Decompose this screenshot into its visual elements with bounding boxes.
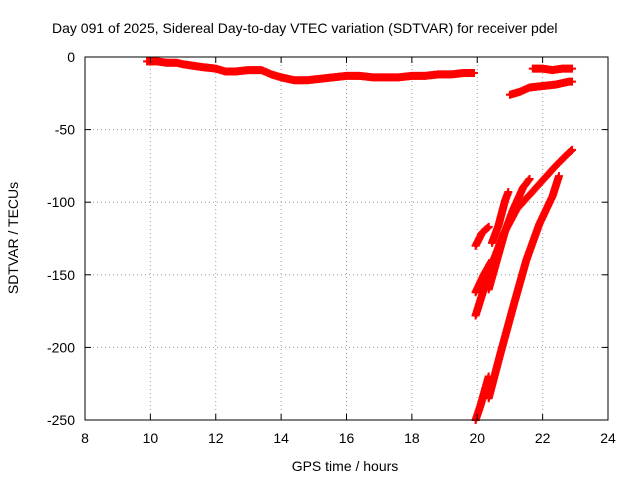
y-tick-label: -100	[47, 194, 75, 210]
series-6	[487, 188, 513, 247]
chart-title: Day 091 of 2025, Sidereal Day-to-day VTE…	[52, 20, 558, 36]
y-tick-label: -50	[55, 122, 75, 138]
series-8	[471, 145, 577, 320]
data-point	[484, 222, 493, 231]
series-3	[528, 64, 577, 75]
y-tick-label: 0	[67, 49, 75, 65]
data-point	[568, 145, 577, 154]
x-tick-label: 22	[535, 430, 551, 446]
y-tick-label: -150	[47, 267, 75, 283]
y-tick-label: -200	[47, 339, 75, 355]
y-axis-label: SDTVAR / TECUs	[5, 182, 21, 294]
data-point	[554, 172, 563, 181]
data-point	[525, 174, 534, 183]
series-4	[471, 222, 493, 250]
x-tick-label: 16	[339, 430, 355, 446]
series-1	[143, 57, 478, 85]
x-tick-label: 24	[600, 430, 616, 446]
data-point	[568, 77, 577, 86]
tick-layer: 8 10 12 14 16 18 20 22 24 0 -50 -100 -150 -200 -250	[47, 49, 616, 446]
series-2	[505, 77, 577, 99]
x-tick-label: 8	[81, 430, 89, 446]
grid-layer	[85, 57, 608, 420]
series-10	[484, 172, 563, 403]
x-tick-label: 20	[469, 430, 485, 446]
data-layer	[143, 57, 577, 424]
y-tick-label: -250	[47, 412, 75, 428]
data-point	[568, 64, 577, 73]
x-tick-label: 12	[208, 430, 224, 446]
data-point	[504, 188, 513, 197]
x-tick-label: 14	[273, 430, 289, 446]
x-tick-label: 10	[143, 430, 159, 446]
data-point	[469, 68, 478, 77]
x-tick-label: 18	[404, 430, 420, 446]
x-axis-label: GPS time / hours	[292, 458, 399, 474]
